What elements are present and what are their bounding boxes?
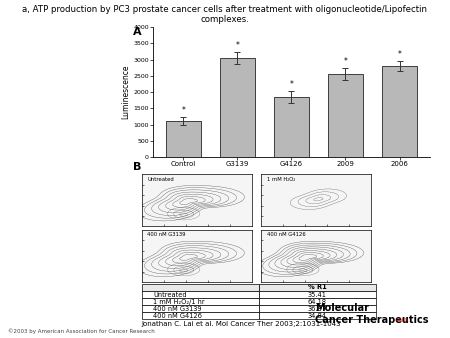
Text: A: A — [133, 27, 141, 37]
Text: complexes.: complexes. — [201, 15, 249, 24]
Text: a, ATP production by PC3 prostate cancer cells after treatment with oligonucleot: a, ATP production by PC3 prostate cancer… — [22, 5, 427, 14]
Text: Jonathan C. Lai et al. Mol Cancer Ther 2003;2:1031-1043: Jonathan C. Lai et al. Mol Cancer Ther 2… — [142, 321, 342, 327]
Y-axis label: Luminescence: Luminescence — [122, 65, 130, 119]
Text: *: * — [235, 41, 239, 50]
Text: ©2003 by American Association for Cancer Research: ©2003 by American Association for Cancer… — [8, 328, 155, 334]
Text: AACR: AACR — [396, 318, 410, 323]
Bar — [274, 97, 309, 157]
Bar — [382, 66, 417, 157]
Text: 1 mM H₂O₂: 1 mM H₂O₂ — [266, 177, 295, 182]
Text: *: * — [343, 57, 347, 66]
Text: *: * — [289, 80, 293, 89]
Text: Molecular
Cancer Therapeutics: Molecular Cancer Therapeutics — [315, 303, 428, 325]
Text: *: * — [398, 50, 401, 58]
Text: 400 nM G3139: 400 nM G3139 — [147, 233, 186, 238]
Text: B: B — [133, 162, 141, 172]
Bar — [166, 121, 201, 157]
Text: 400 nM G4126: 400 nM G4126 — [266, 233, 305, 238]
Bar — [328, 74, 363, 157]
Text: *: * — [181, 106, 185, 115]
Text: Untreated: Untreated — [147, 177, 174, 182]
Bar — [220, 58, 255, 157]
